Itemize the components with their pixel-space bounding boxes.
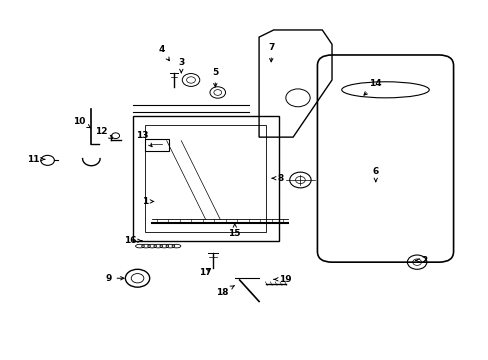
Text: 6: 6	[372, 167, 378, 181]
Text: 2: 2	[415, 256, 427, 265]
Text: 12: 12	[95, 127, 112, 139]
Text: 19: 19	[273, 275, 291, 284]
Text: 17: 17	[199, 268, 211, 277]
Text: 7: 7	[267, 43, 274, 62]
Text: 8: 8	[272, 174, 284, 183]
Text: 9: 9	[105, 274, 123, 283]
Text: 11: 11	[27, 155, 45, 164]
Text: 14: 14	[363, 79, 381, 95]
Text: 18: 18	[216, 286, 234, 297]
Text: 10: 10	[73, 117, 91, 128]
Text: 5: 5	[212, 68, 218, 87]
Text: 15: 15	[228, 224, 241, 238]
Text: 3: 3	[178, 58, 184, 73]
Text: 16: 16	[124, 236, 142, 245]
Text: 4: 4	[158, 45, 169, 61]
Text: 1: 1	[142, 197, 153, 206]
Text: 13: 13	[136, 131, 152, 147]
